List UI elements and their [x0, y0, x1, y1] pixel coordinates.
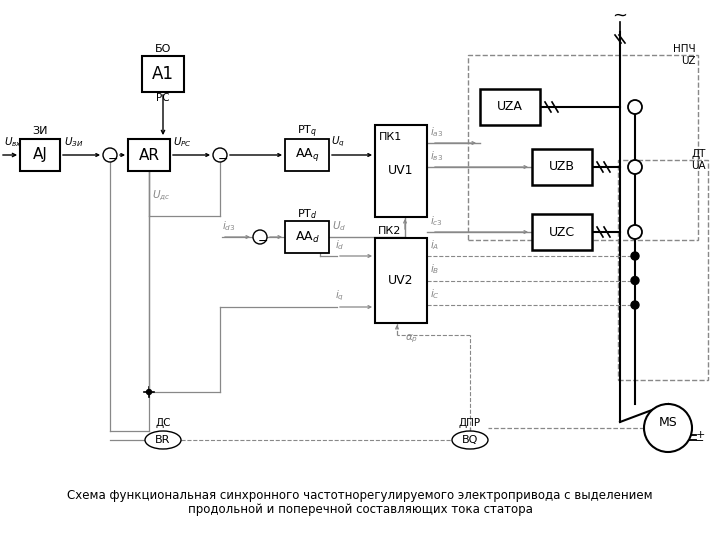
Text: PT$_q$: PT$_q$: [297, 124, 317, 140]
Text: $i_{a3}$: $i_{a3}$: [430, 125, 444, 139]
Text: −: −: [696, 436, 705, 446]
Text: $i_A$: $i_A$: [430, 238, 439, 252]
Text: PT$_d$: PT$_d$: [297, 207, 318, 221]
Text: UZC: UZC: [549, 226, 575, 239]
Bar: [128, 139, 170, 171]
Text: ДС: ДС: [156, 418, 171, 428]
Text: $U_{ЗИ}$: $U_{ЗИ}$: [64, 135, 84, 149]
Bar: [375, 238, 427, 323]
Text: $\alpha_р$: $\alpha_р$: [405, 333, 418, 345]
Text: AA$_q$: AA$_q$: [294, 146, 319, 164]
Text: $i_C$: $i_C$: [430, 287, 440, 301]
Text: БО: БО: [155, 44, 171, 54]
Bar: [480, 89, 540, 125]
Text: UV1: UV1: [388, 165, 414, 178]
Text: BR: BR: [156, 435, 171, 445]
Text: BQ: BQ: [462, 435, 478, 445]
Circle shape: [628, 160, 642, 174]
Text: $U_{дс}$: $U_{дс}$: [152, 189, 171, 203]
Text: ПК1: ПК1: [379, 132, 402, 142]
Text: $U_q$: $U_q$: [331, 134, 345, 149]
Text: AA$_d$: AA$_d$: [294, 230, 320, 245]
Text: UA: UA: [691, 161, 706, 171]
Text: $i_q$: $i_q$: [335, 288, 344, 303]
Circle shape: [103, 148, 117, 162]
Circle shape: [631, 252, 639, 260]
Circle shape: [631, 276, 639, 285]
Ellipse shape: [452, 431, 488, 449]
Text: −: −: [108, 152, 118, 165]
Text: −: −: [258, 234, 269, 247]
Text: UZA: UZA: [497, 100, 523, 113]
Text: AJ: AJ: [32, 147, 48, 163]
Circle shape: [644, 404, 692, 452]
Text: A1: A1: [152, 65, 174, 83]
Circle shape: [213, 148, 227, 162]
Text: $U_d$: $U_d$: [332, 219, 346, 233]
Circle shape: [628, 100, 642, 114]
Bar: [532, 149, 592, 185]
Text: продольной и поперечной составляющих тока статора: продольной и поперечной составляющих ток…: [188, 503, 532, 516]
Bar: [20, 139, 60, 171]
Text: Схема функциональная синхронного частотнорегулируемого электропривода с выделени: Схема функциональная синхронного частотн…: [67, 489, 653, 503]
Bar: [142, 56, 184, 92]
Text: ~: ~: [613, 7, 628, 25]
Text: РС: РС: [156, 93, 170, 103]
Text: +: +: [696, 430, 705, 440]
Circle shape: [253, 230, 267, 244]
Text: UZ: UZ: [682, 56, 696, 66]
Text: $U_{РС}$: $U_{РС}$: [173, 135, 192, 149]
Text: ЗИ: ЗИ: [32, 126, 48, 136]
Bar: [532, 214, 592, 250]
Text: $i_B$: $i_B$: [430, 262, 439, 276]
Text: ПК2: ПК2: [378, 226, 402, 236]
Bar: [375, 125, 427, 217]
Text: $i_{в3}$: $i_{в3}$: [430, 149, 444, 163]
Text: UZB: UZB: [549, 160, 575, 173]
Text: AR: AR: [138, 147, 160, 163]
Circle shape: [628, 225, 642, 239]
Text: ДТ: ДТ: [692, 149, 706, 159]
Text: $i_d$: $i_d$: [335, 238, 345, 252]
Bar: [618, 160, 708, 380]
Text: UV2: UV2: [388, 274, 414, 287]
Bar: [285, 221, 329, 253]
Text: НПЧ: НПЧ: [673, 44, 696, 54]
Bar: [285, 139, 329, 171]
Circle shape: [146, 389, 151, 395]
Text: −: −: [217, 152, 228, 165]
Text: ДПР: ДПР: [459, 418, 481, 428]
Circle shape: [631, 301, 639, 309]
Text: $i_{c3}$: $i_{c3}$: [430, 214, 443, 228]
Ellipse shape: [145, 431, 181, 449]
Text: $i_{d3}$: $i_{d3}$: [222, 219, 235, 233]
Text: $U_{вх}$: $U_{вх}$: [4, 135, 22, 149]
Bar: [468, 55, 698, 240]
Text: MS: MS: [659, 416, 678, 429]
